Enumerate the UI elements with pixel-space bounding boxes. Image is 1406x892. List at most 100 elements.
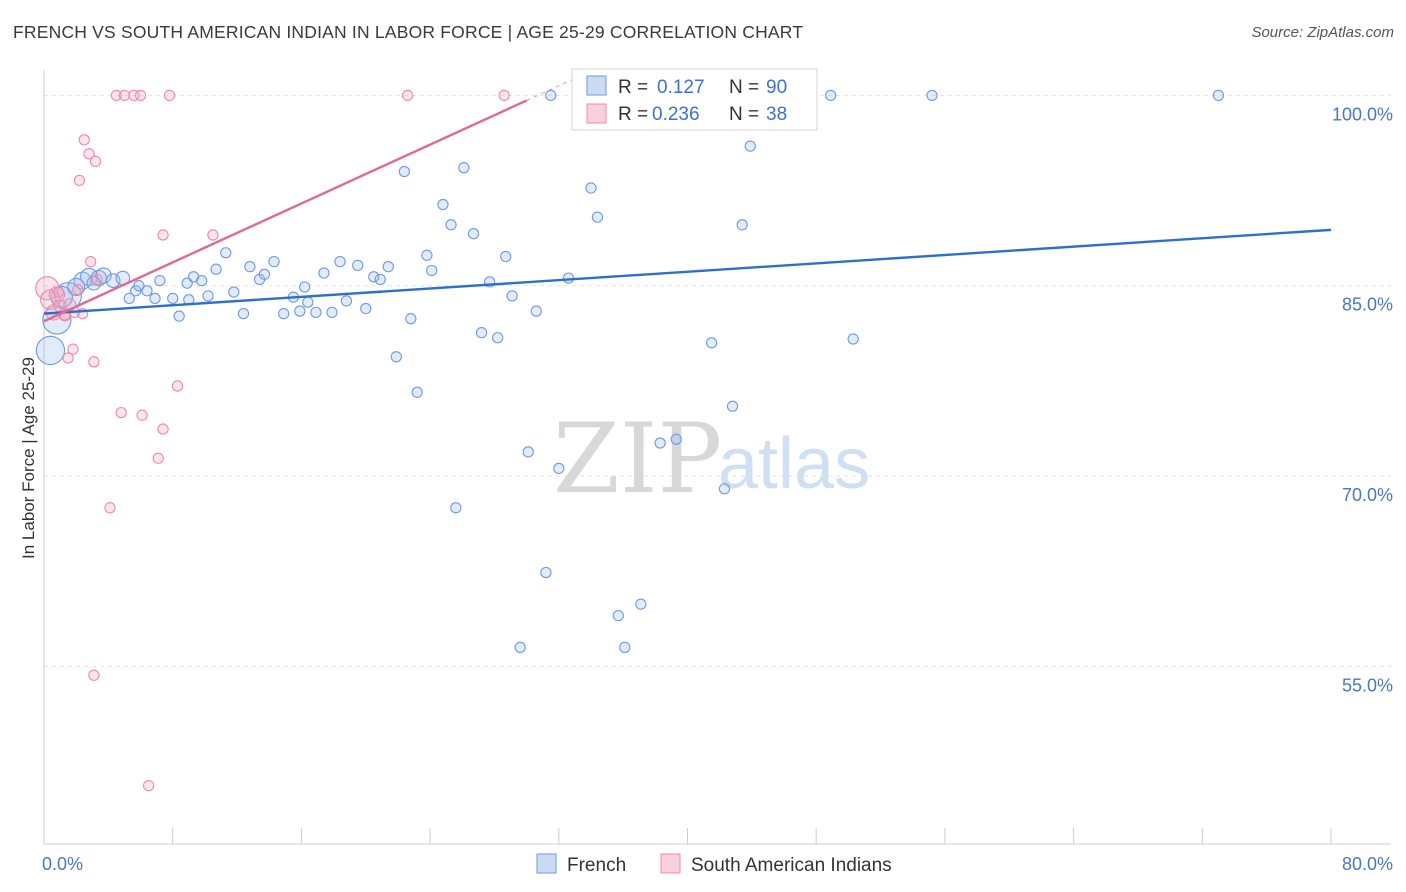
french-point-56 [500,250,512,263]
french-point-18 [196,274,208,287]
stats-swatch-south-american-indians [586,103,607,124]
french-point-74 [736,219,748,231]
french-point-59 [522,446,534,458]
stats-r-label-sai: R = [618,104,648,125]
sai-point-19 [110,89,123,102]
french-point-85 [67,277,86,297]
french-point-72 [718,483,731,495]
sai-point-34 [88,669,100,681]
french-point-21 [220,247,232,259]
french-point-71 [705,337,718,349]
french-point-13 [154,274,166,287]
french-point-37 [352,259,364,272]
x-tick-label-1: 80.0% [1342,854,1393,874]
stats-legend: R = 0.127 N = 90 R = 0.236 N = 38 [571,68,818,131]
french-point-11 [141,285,153,297]
french-point-46 [421,249,433,261]
french-point-40 [374,273,386,286]
french-point-81 [825,89,837,102]
french-point-77 [545,89,557,102]
sai-point-32 [157,423,169,435]
watermark-atlas: atlas [718,424,870,504]
legend-swatch-south-american-indians [660,853,681,874]
french-point-41 [382,261,394,273]
y-tick-label-1: 85.0% [1342,295,1393,315]
french-point-24 [244,261,256,273]
series-south-american-indians-points [35,89,510,792]
sai-point-26 [157,229,169,241]
french-point-49 [445,219,457,231]
french-point-45 [411,386,423,398]
french-point-55 [492,332,504,344]
legend-swatch-french [536,853,557,874]
trend-line-extension-south-american-indians [526,77,576,101]
french-point-83 [1212,89,1225,102]
stats-swatch-french [586,75,607,96]
trend-line-french [43,228,1332,315]
french-point-48 [437,198,449,211]
french-point-39 [368,271,380,283]
french-point-31 [302,296,314,308]
y-tick-label-3: 55.0% [1342,675,1393,695]
french-point-35 [334,255,346,268]
series-french-points [35,89,1225,653]
french-point-50 [450,502,462,514]
french-point-65 [591,211,604,223]
axes [43,70,1391,845]
sai-point-23 [163,89,176,102]
sai-point-10 [62,352,74,364]
watermark-zip: ZIP [553,403,722,515]
french-point-23 [237,307,250,320]
sai-point-15 [83,148,95,160]
french-point-30 [294,305,306,317]
sai-point-33 [171,380,184,392]
trend-lines [43,77,1332,323]
legend-label-french: French [567,855,626,876]
sai-point-12 [88,356,100,368]
french-point-60 [530,305,542,317]
french-point-75 [744,140,756,152]
watermark: ZIP atlas [553,403,870,515]
sai-point-36 [52,286,65,298]
french-point-44 [405,313,417,325]
sai-point-28 [104,502,116,514]
source-label: Source: ZipAtlas.com [1251,24,1394,41]
french-point-87 [133,280,145,292]
french-point-14 [167,292,179,305]
stats-r-value-sai: 0.236 [652,104,700,125]
sai-point-11 [67,343,79,355]
sai-point-18 [91,273,103,286]
stats-n-value-french: 90 [766,77,787,98]
french-point-51 [458,162,470,174]
stats-n-value-sai: 38 [766,104,787,125]
french-point-62 [553,462,565,475]
french-point-67 [619,641,631,653]
french-point-82 [926,89,938,102]
french-point-42 [390,351,402,363]
french-point-89 [298,281,311,293]
chart-title: FRENCH VS SOUTH AMERICAN INDIAN IN LABOR… [13,22,804,42]
french-point-20 [210,263,222,275]
stats-legend-frame [571,68,818,131]
french-point-66 [612,609,624,622]
french-point-69 [654,437,666,449]
french-point-47 [426,264,438,277]
y-axis-label: In Labor Force | Age 25-29 [19,357,38,559]
sai-point-0 [35,276,60,301]
y-tick-label-2: 70.0% [1342,485,1393,505]
sai-point-29 [115,406,127,419]
french-point-22 [228,286,240,298]
sai-point-14 [78,134,90,146]
gridlines [44,94,1391,667]
french-point-73 [726,400,739,412]
legend-label-south-american-indians: South American Indians [691,855,892,876]
french-point-52 [467,228,480,240]
sai-point-30 [136,409,148,421]
french-point-12 [149,292,161,305]
stats-r-label-french: R = [618,77,648,98]
trend-line-south-american-indians [43,99,528,323]
sai-point-22 [134,89,147,102]
french-point-32 [310,306,322,319]
french-point-70 [670,433,682,445]
